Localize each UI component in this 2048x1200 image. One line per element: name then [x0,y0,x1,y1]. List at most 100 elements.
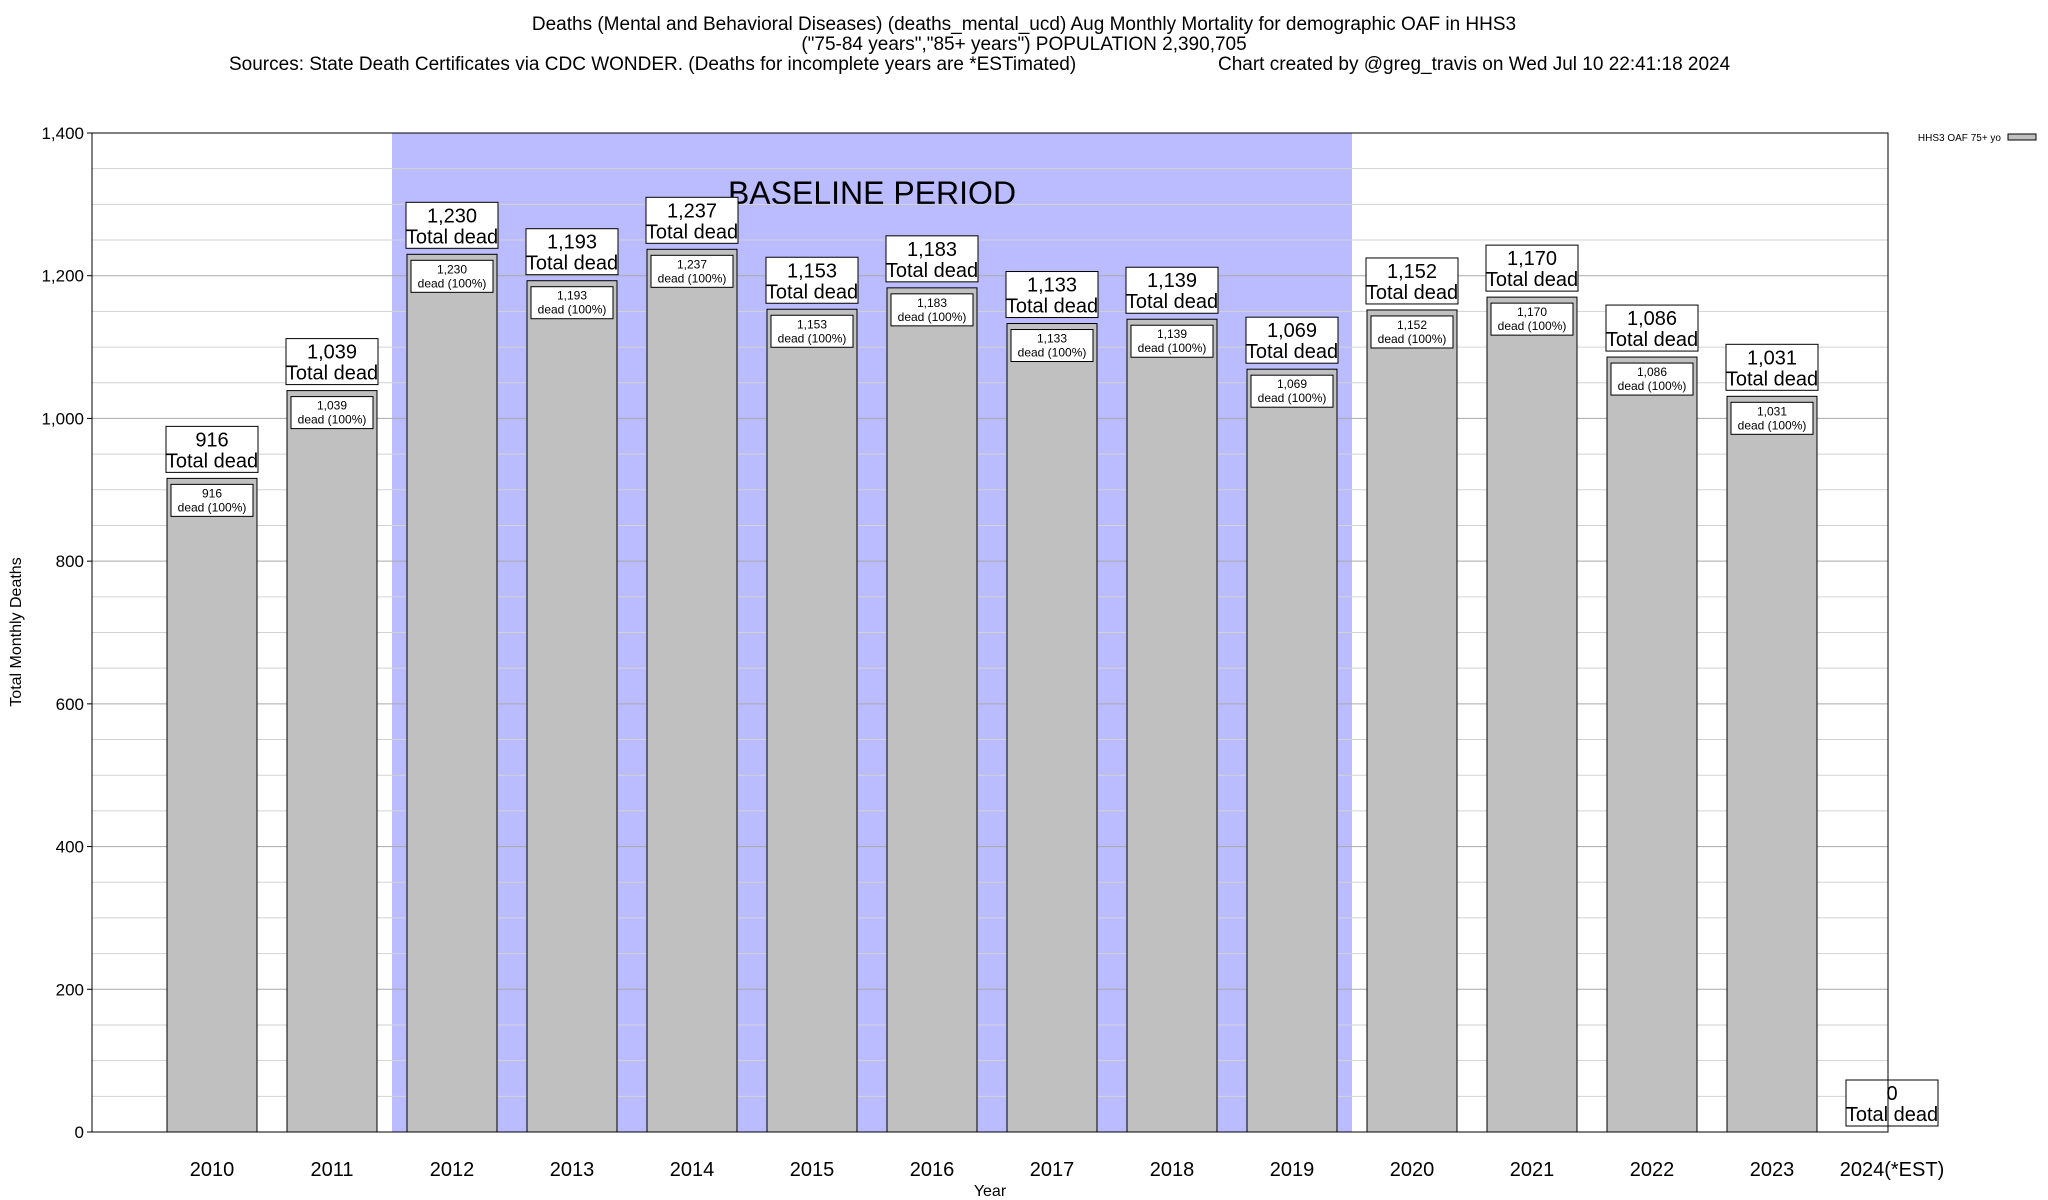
inner-label-value: 1,031 [1757,404,1787,418]
inner-label-suffix: dead (100%) [658,271,727,285]
bar [166,477,258,1133]
x-tick-label: 2019 [1270,1159,1315,1181]
chart-title-line-2: ("75-84 years","85+ years") POPULATION 2… [801,34,1247,55]
total-label-box [285,338,379,386]
total-label-value: 1,069 [1267,320,1317,342]
total-label-box [1725,343,1819,391]
inner-label-value: 1,039 [317,399,347,413]
bar [646,248,738,1133]
total-label-box [1245,316,1339,364]
total-label-box [765,256,859,304]
inner-label-value: 1,152 [1397,318,1427,332]
total-label-suffix: Total dead [1486,269,1578,291]
x-tick-label: 2024(*EST) [1840,1159,1945,1181]
x-tick-label: 2010 [190,1159,235,1181]
total-label-value: 1,139 [1147,270,1197,292]
bar [406,253,498,1133]
baseline-label: BASELINE PERIOD [728,175,1016,211]
bar [1726,395,1818,1133]
x-tick-label: 2014 [670,1159,715,1181]
inner-label-suffix: dead (100%) [178,500,247,514]
inner-label-box [890,293,974,327]
total-label-value: 1,153 [787,260,837,282]
x-tick-label: 2018 [1150,1159,1195,1181]
x-tick-label: 2017 [1030,1159,1075,1181]
total-label-suffix: Total dead [1606,329,1698,351]
total-label-box [885,235,979,283]
inner-label-box [530,286,614,320]
inner-label-value: 1,086 [1637,365,1667,379]
x-tick-label: 2020 [1390,1159,1435,1181]
x-tick-label: 2012 [430,1159,475,1181]
bar [1006,323,1098,1133]
bar [1246,368,1338,1133]
total-label-suffix: Total dead [1246,341,1338,363]
total-label-suffix: Total dead [1006,296,1098,318]
total-label-value: 1,237 [667,200,717,222]
inner-label-box [1730,401,1814,435]
inner-label-value: 1,237 [677,257,707,271]
total-label-suffix: Total dead [166,450,258,472]
total-label-value: 1,086 [1627,308,1677,330]
inner-label-suffix: dead (100%) [418,276,487,290]
inner-label-suffix: dead (100%) [1498,319,1567,333]
y-axis-title: Total Monthly Deaths [8,557,25,706]
total-label-box [1605,304,1699,352]
total-label-suffix: Total dead [1846,1104,1938,1126]
inner-label-value: 1,193 [557,289,587,303]
inner-label-box [1250,374,1334,408]
x-tick-label: 2016 [910,1159,955,1181]
x-tick-label: 2015 [790,1159,835,1181]
total-label-suffix: Total dead [286,363,378,385]
inner-label-suffix: dead (100%) [1738,418,1807,432]
total-label-value: 1,183 [907,239,957,261]
x-tick-label: 2022 [1630,1159,1675,1181]
total-label-value: 0 [1886,1083,1897,1105]
chart-title-line-1: Deaths (Mental and Behavioral Diseases) … [531,14,1517,35]
bar [1486,296,1578,1133]
inner-label-box [410,259,494,293]
inner-label-suffix: dead (100%) [778,331,847,345]
bar [526,280,618,1133]
inner-label-value: 916 [202,486,222,500]
y-tick-label: 600 [56,695,84,714]
bar [1366,309,1458,1133]
total-label-box [1365,257,1459,305]
x-tick-label: 2023 [1750,1159,1795,1181]
total-label-value: 916 [195,429,228,451]
inner-label-suffix: dead (100%) [898,310,967,324]
inner-label-suffix: dead (100%) [1378,332,1447,346]
total-label-suffix: Total dead [1366,282,1458,304]
legend-label: HHS3 OAF 75+ yo [1918,133,2002,144]
total-label-suffix: Total dead [646,221,738,243]
total-label-suffix: Total dead [1726,368,1818,390]
inner-label-value: 1,183 [917,296,947,310]
inner-label-suffix: dead (100%) [1018,346,1087,360]
y-tick-label: 0 [75,1123,84,1142]
x-tick-label: 2011 [310,1159,353,1181]
inner-label-box [1130,324,1214,358]
legend-swatch [2007,133,2037,141]
total-label-box [1485,244,1579,292]
total-label-value: 1,152 [1387,261,1437,283]
total-label-value: 1,133 [1027,275,1077,297]
y-tick-label: 1,000 [41,409,84,428]
total-label-value: 1,031 [1747,347,1797,369]
inner-label-value: 1,153 [797,317,827,331]
total-label-box [405,201,499,249]
inner-label-value: 1,133 [1037,332,1067,346]
total-label-box [1005,271,1099,319]
y-tick-label: 1,400 [41,124,84,143]
x-axis-title: Year [974,1183,1007,1200]
inner-label-suffix: dead (100%) [538,303,607,317]
inner-label-box [1490,302,1574,336]
inner-label-suffix: dead (100%) [1138,341,1207,355]
bar [286,390,378,1133]
inner-label-value: 1,170 [1517,305,1547,319]
inner-label-box [650,254,734,288]
inner-label-box [1610,362,1694,396]
total-label-suffix: Total dead [526,253,618,275]
y-tick-label: 1,200 [41,267,84,286]
